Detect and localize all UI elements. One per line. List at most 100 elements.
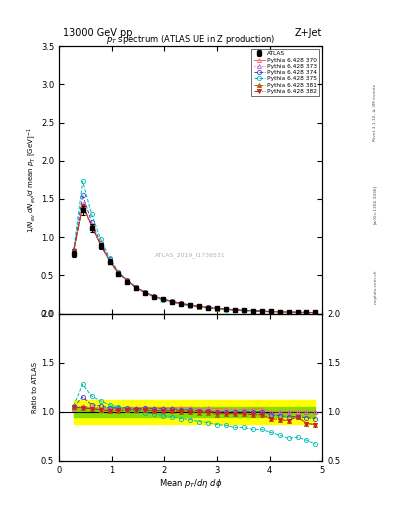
Pythia 6.428 373: [170, 298, 174, 305]
Pythia 6.428 382: [116, 270, 121, 276]
Pythia 6.428 375: [98, 236, 103, 242]
Pythia 6.428 370: [259, 308, 264, 314]
Pythia 6.428 381: [250, 308, 255, 314]
Pythia 6.428 373: [295, 309, 300, 315]
Pythia 6.428 370: [98, 242, 103, 248]
Pythia 6.428 375: [241, 308, 246, 314]
Line: Pythia 6.428 373: Pythia 6.428 373: [72, 202, 318, 314]
Pythia 6.428 373: [304, 309, 309, 315]
Pythia 6.428 374: [206, 304, 210, 310]
Pythia 6.428 375: [89, 211, 94, 217]
Pythia 6.428 375: [304, 310, 309, 316]
Pythia 6.428 374: [98, 240, 103, 246]
Pythia 6.428 375: [259, 309, 264, 315]
Pythia 6.428 370: [206, 304, 210, 310]
Pythia 6.428 370: [277, 309, 282, 315]
Pythia 6.428 373: [72, 249, 76, 255]
Pythia 6.428 382: [233, 307, 237, 313]
Pythia 6.428 373: [313, 309, 318, 315]
Pythia 6.428 381: [286, 309, 291, 315]
Pythia 6.428 370: [107, 257, 112, 263]
Pythia 6.428 374: [304, 309, 309, 315]
Pythia 6.428 375: [125, 278, 130, 284]
Pythia 6.428 381: [313, 310, 318, 316]
Pythia 6.428 381: [143, 290, 148, 296]
Pythia 6.428 375: [170, 300, 174, 306]
Pythia 6.428 370: [241, 307, 246, 313]
Pythia 6.428 374: [80, 192, 85, 198]
Pythia 6.428 381: [161, 296, 165, 303]
Pythia 6.428 375: [72, 247, 76, 253]
Pythia 6.428 381: [196, 304, 201, 310]
Text: Z+Jet: Z+Jet: [295, 28, 322, 38]
Pythia 6.428 374: [116, 269, 121, 275]
Pythia 6.428 381: [107, 258, 112, 264]
Pythia 6.428 370: [268, 308, 273, 314]
Pythia 6.428 370: [143, 289, 148, 295]
Pythia 6.428 370: [80, 202, 85, 208]
Pythia 6.428 373: [188, 302, 193, 308]
Pythia 6.428 370: [152, 293, 157, 300]
Pythia 6.428 381: [125, 278, 130, 284]
Pythia 6.428 382: [224, 306, 228, 312]
Pythia 6.428 375: [152, 294, 157, 300]
Pythia 6.428 373: [277, 309, 282, 315]
Pythia 6.428 375: [188, 303, 193, 309]
Pythia 6.428 373: [116, 270, 121, 276]
Pythia 6.428 382: [277, 309, 282, 315]
Pythia 6.428 382: [72, 248, 76, 254]
Line: Pythia 6.428 370: Pythia 6.428 370: [72, 203, 318, 314]
Pythia 6.428 370: [286, 309, 291, 315]
Pythia 6.428 375: [295, 309, 300, 315]
Pythia 6.428 370: [295, 309, 300, 315]
Text: mcplots.cern.ch: mcplots.cern.ch: [373, 269, 377, 304]
Pythia 6.428 370: [215, 305, 219, 311]
Pythia 6.428 381: [259, 308, 264, 314]
Pythia 6.428 370: [196, 303, 201, 309]
Pythia 6.428 375: [313, 310, 318, 316]
Pythia 6.428 382: [125, 278, 130, 284]
Pythia 6.428 373: [98, 241, 103, 247]
Pythia 6.428 382: [89, 223, 94, 229]
Line: Pythia 6.428 374: Pythia 6.428 374: [72, 193, 318, 315]
Pythia 6.428 370: [72, 249, 76, 255]
Pythia 6.428 373: [80, 201, 85, 207]
Pythia 6.428 374: [107, 257, 112, 263]
Pythia 6.428 374: [241, 307, 246, 313]
Pythia 6.428 374: [224, 306, 228, 312]
Pythia 6.428 382: [295, 309, 300, 315]
Pythia 6.428 373: [152, 293, 157, 300]
Pythia 6.428 375: [143, 290, 148, 296]
Pythia 6.428 374: [170, 298, 174, 305]
Pythia 6.428 370: [125, 278, 130, 284]
Pythia 6.428 373: [179, 301, 184, 307]
Pythia 6.428 382: [107, 258, 112, 264]
Pythia 6.428 374: [313, 309, 318, 315]
Pythia 6.428 374: [152, 293, 157, 300]
Pythia 6.428 374: [215, 305, 219, 311]
Pythia 6.428 373: [259, 308, 264, 314]
Pythia 6.428 374: [295, 309, 300, 315]
Pythia 6.428 382: [313, 310, 318, 316]
Line: Pythia 6.428 375: Pythia 6.428 375: [72, 179, 318, 315]
Pythia 6.428 382: [98, 242, 103, 248]
Pythia 6.428 381: [116, 270, 121, 276]
Pythia 6.428 370: [250, 308, 255, 314]
Pythia 6.428 373: [89, 222, 94, 228]
Pythia 6.428 382: [250, 308, 255, 314]
Pythia 6.428 373: [286, 309, 291, 315]
Pythia 6.428 373: [224, 306, 228, 312]
Pythia 6.428 382: [152, 293, 157, 300]
Pythia 6.428 381: [241, 307, 246, 313]
Pythia 6.428 373: [196, 303, 201, 309]
Pythia 6.428 374: [277, 309, 282, 315]
Text: [arXiv:1306.3436]: [arXiv:1306.3436]: [373, 185, 377, 224]
Pythia 6.428 374: [250, 308, 255, 314]
Text: ATLAS_2019_I1736531: ATLAS_2019_I1736531: [155, 252, 226, 258]
Pythia 6.428 375: [224, 307, 228, 313]
Text: Rivet 3.1.10, ≥ 3M events: Rivet 3.1.10, ≥ 3M events: [373, 84, 377, 141]
Pythia 6.428 373: [215, 305, 219, 311]
Y-axis label: $1/N_{ev}\ dN_{ev}/d$ mean $p_T\ [\mathrm{GeV}]^{-1}$: $1/N_{ev}\ dN_{ev}/d$ mean $p_T\ [\mathr…: [25, 127, 38, 233]
Pythia 6.428 382: [215, 305, 219, 311]
Pythia 6.428 370: [233, 307, 237, 313]
